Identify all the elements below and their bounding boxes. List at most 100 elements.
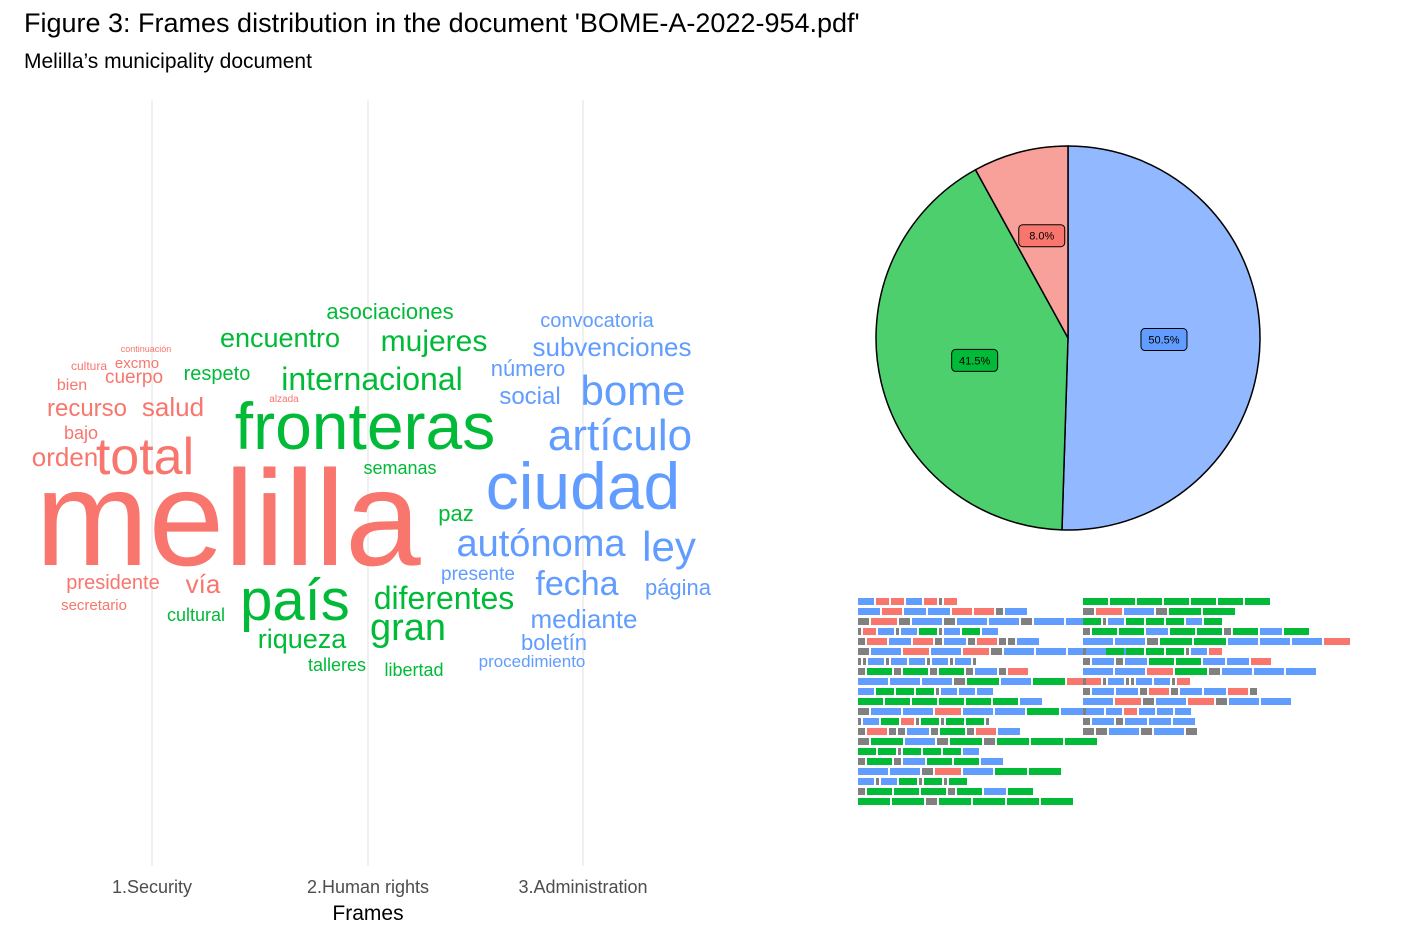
mosaic-cell <box>991 648 1002 655</box>
mosaic-cell <box>1083 638 1113 645</box>
word-secretario: secretario <box>61 597 127 614</box>
mosaic-cell <box>922 768 933 775</box>
mosaic-cell <box>1261 698 1291 705</box>
mosaic-cell <box>876 688 894 695</box>
mosaic-cell <box>1160 638 1192 645</box>
mosaic-cell <box>1036 648 1066 655</box>
mosaic-cell <box>993 698 1018 705</box>
mosaic-cell <box>898 728 905 735</box>
mosaic-cell <box>995 708 1025 715</box>
mosaic-cell <box>894 758 901 765</box>
mosaic-cell <box>868 658 884 665</box>
mosaic-cell <box>858 788 865 795</box>
word-fecha: fecha <box>535 565 618 603</box>
mosaic-cell <box>981 758 1003 765</box>
word-ley: ley <box>642 523 696 570</box>
mosaic-cell <box>977 638 997 645</box>
mosaic-cell <box>1156 698 1186 705</box>
mosaic-cell <box>1146 648 1164 655</box>
mosaic-cell <box>1229 698 1259 705</box>
mosaic-cell <box>1088 708 1104 715</box>
mosaic-cell <box>858 668 865 675</box>
mosaic-cell <box>858 638 865 645</box>
mosaic-cell <box>1021 618 1032 625</box>
mosaic-cell <box>891 658 907 665</box>
mosaic-cell <box>996 608 1003 615</box>
mosaic-cell <box>975 668 997 675</box>
mosaic-cell <box>1126 678 1129 685</box>
mosaic-cell <box>909 658 925 665</box>
mosaic-cell <box>1228 688 1248 695</box>
mosaic-cell <box>1116 718 1123 725</box>
mosaic-cell <box>944 618 955 625</box>
word-cultural: cultural <box>167 605 225 625</box>
word-subvenciones: subvenciones <box>533 332 692 362</box>
mosaic-cell <box>952 608 972 615</box>
mosaic-cell <box>954 678 965 685</box>
mosaic-cell <box>863 718 879 725</box>
mosaic-cell <box>871 648 901 655</box>
word-excmo: excmo <box>115 355 159 372</box>
mosaic-cell <box>1172 678 1175 685</box>
mosaic-cell <box>1136 678 1152 685</box>
mosaic-cell <box>954 758 979 765</box>
mosaic-cell <box>1108 678 1124 685</box>
mosaic-cell <box>919 778 922 785</box>
mosaic-cell <box>858 768 888 775</box>
mosaic-cell <box>876 598 889 605</box>
mosaic-cell <box>1197 628 1222 635</box>
mosaic-cell <box>1324 638 1350 645</box>
mosaic-cell <box>894 788 919 795</box>
mosaic-cell <box>1245 598 1270 605</box>
mosaic-cell <box>1103 618 1106 625</box>
word-autonoma: autónoma <box>456 523 626 565</box>
mosaic-cell <box>932 658 948 665</box>
mosaic-cell <box>871 618 897 625</box>
mosaic-cell <box>919 628 937 635</box>
mosaic-cell <box>1106 708 1122 715</box>
word-paz: paz <box>438 501 473 526</box>
mosaic-cell <box>858 688 874 695</box>
mosaic-cell <box>935 638 942 645</box>
mosaic-cell <box>1154 678 1170 685</box>
mosaic-cell <box>882 608 902 615</box>
word-fronteras: fronteras <box>235 389 495 463</box>
mosaic-cell <box>1034 618 1064 625</box>
mosaic-cell <box>871 708 901 715</box>
x-axis-title: Frames <box>332 902 403 925</box>
mosaic-cell <box>890 678 920 685</box>
word-boletin: boletín <box>521 630 587 655</box>
word-gran: gran <box>370 607 446 649</box>
word-mediante: mediante <box>531 604 638 634</box>
mosaic-cell <box>1005 608 1027 615</box>
mosaic-cell <box>903 648 929 655</box>
word-continuacion: continuación <box>121 344 172 354</box>
mosaic-cell <box>894 668 901 675</box>
mosaic-cell <box>1126 648 1144 655</box>
wordcloud-gridlines <box>151 100 584 866</box>
mosaic-cell <box>959 688 975 695</box>
mosaic-cell <box>1126 618 1144 625</box>
mosaic-cell <box>1083 708 1086 715</box>
mosaic-cell <box>1116 688 1138 695</box>
mosaic-cell <box>1067 678 1093 685</box>
figure-title: Figure 3: Frames distribution in the doc… <box>24 8 860 38</box>
word-asociaciones: asociaciones <box>326 299 453 324</box>
mosaic-cell <box>924 778 942 785</box>
word-alzada: alzada <box>269 394 299 405</box>
mosaic-cell <box>1209 668 1220 675</box>
mosaic-cell <box>896 628 899 635</box>
word-social: social <box>499 383 560 410</box>
mosaic-cell <box>924 598 937 605</box>
mosaic-cell <box>898 748 901 755</box>
mosaic-cell <box>999 668 1006 675</box>
mosaic-cell <box>1096 608 1122 615</box>
mosaic-cell <box>1083 618 1101 625</box>
wordcloud-x-axis: 1.Security 2.Human rights 3.Administration… <box>112 877 648 925</box>
mosaic-cell <box>966 668 973 675</box>
mosaic-cell <box>1092 688 1114 695</box>
mosaic-cell <box>1124 608 1154 615</box>
mosaic-cell <box>1096 728 1107 735</box>
mosaic-cell <box>1177 678 1190 685</box>
